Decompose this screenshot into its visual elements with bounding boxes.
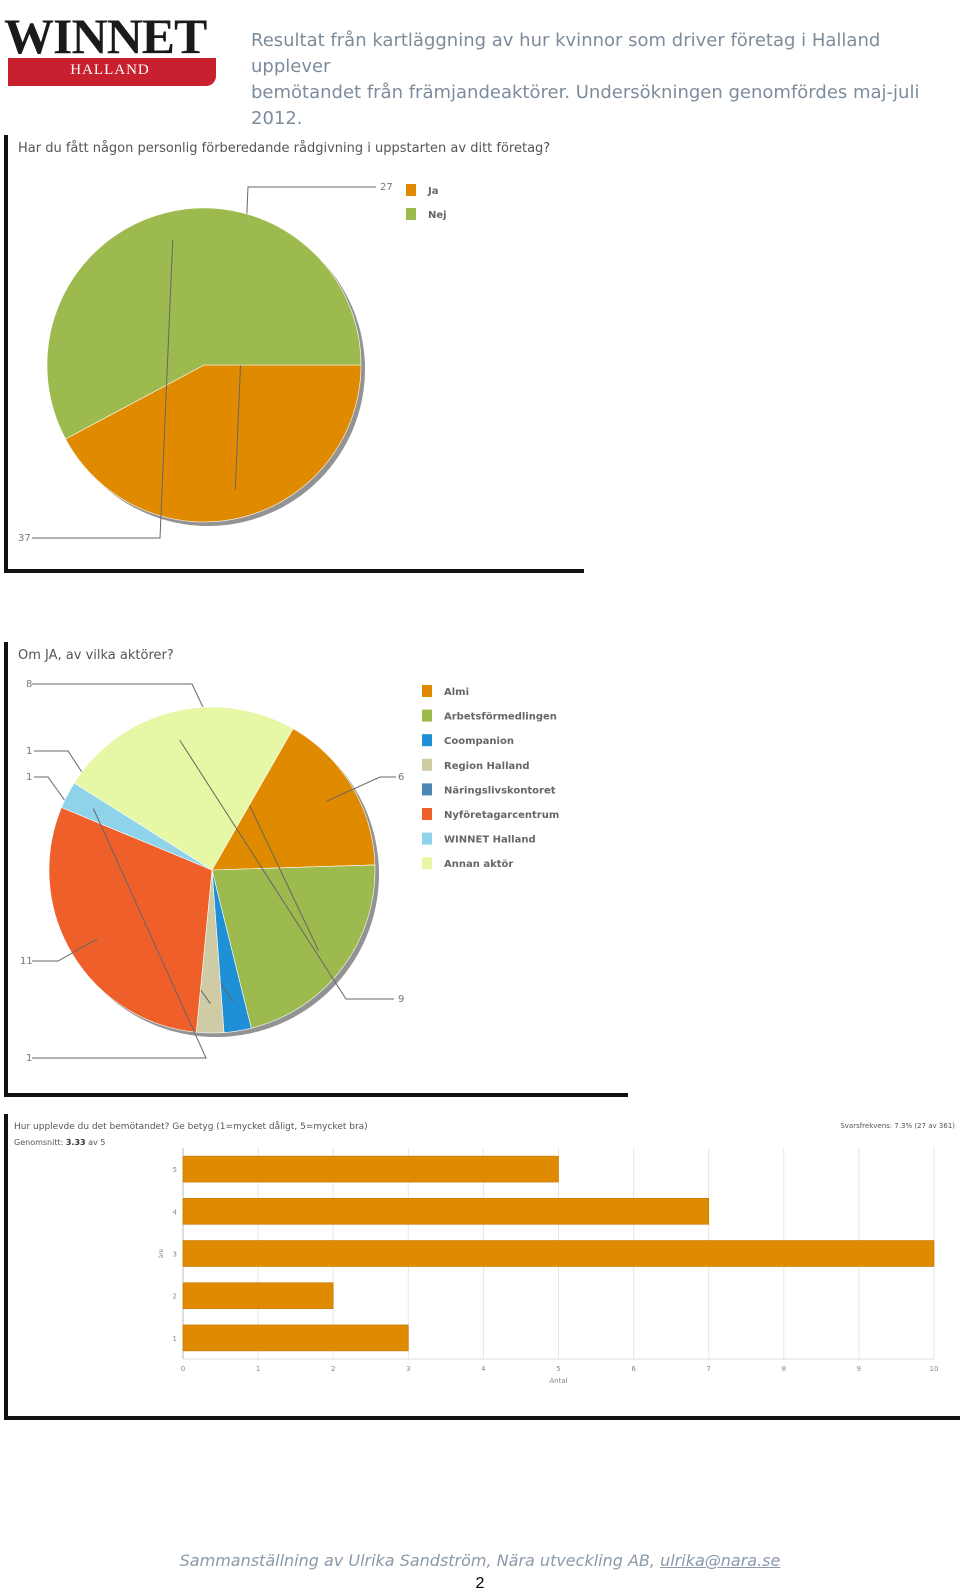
y-axis-label: äre xyxy=(158,1248,165,1258)
data-label-ja: 27 xyxy=(380,182,393,193)
y-tick-label: 3 xyxy=(173,1251,177,1259)
header-line-2: bemötandet från främjandeaktörer. Unders… xyxy=(251,82,920,129)
data-label-annan-aktor: 9 xyxy=(398,994,404,1005)
legend-swatch-nej xyxy=(406,208,416,220)
data-label-region-halland: 1 xyxy=(26,772,32,783)
x-tick-label: 6 xyxy=(631,1365,636,1373)
x-tick-label: 3 xyxy=(406,1365,410,1373)
bar-rating-5 xyxy=(182,1155,559,1183)
pie-slice-nej xyxy=(46,207,362,440)
pie-slice-almi xyxy=(211,728,376,871)
leader-line-nyforetagarcentrum xyxy=(32,938,98,962)
page-number: 2 xyxy=(475,1575,485,1592)
legend-label-nyforetagarcentrum: Nyföretagarcentrum xyxy=(444,810,559,821)
legend-swatch-naringslivskontoret xyxy=(422,783,432,796)
bar-rating-1 xyxy=(182,1324,409,1352)
y-tick-label: 1 xyxy=(173,1335,177,1343)
logo-red-banner xyxy=(8,58,216,86)
bar-chart-svg: 0 1 2 3 4 5 6 7 8 9 10 5 4 3 2 1 Antal äre xyxy=(158,1148,939,1385)
response-rate: Svarsfrekvens: 7.3% (27 av 361) xyxy=(840,1122,955,1130)
leader-line-winnet-halland xyxy=(32,808,207,1059)
footer-text: Sammanställning av Ulrika Sandström, När… xyxy=(179,1551,661,1570)
leader-line-nej xyxy=(32,240,174,539)
average-suffix: av 5 xyxy=(88,1138,106,1147)
x-tick-label: 8 xyxy=(782,1365,786,1373)
legend-label-almi: Almi xyxy=(444,687,469,698)
data-label-nyforetagarcentrum: 11 xyxy=(20,956,33,967)
y-tick-label: 4 xyxy=(173,1208,178,1216)
leader-line-almi xyxy=(326,776,396,802)
legend-swatch-coompanion xyxy=(422,734,432,747)
chart-title: Hur upplevde du det bemötandet? Ge betyg… xyxy=(14,1122,368,1132)
chart-title: Har du fått någon personlig förberedande… xyxy=(18,141,551,156)
x-tick-label: 9 xyxy=(857,1365,861,1373)
data-label-nej: 37 xyxy=(18,533,31,544)
data-label-arbetsformedlingen: 8 xyxy=(26,679,32,690)
chart-average: Genomsnitt: 3.33 av 5 xyxy=(14,1138,105,1147)
chart-advice-pie: Har du fått någon personlig förberedande… xyxy=(4,135,584,573)
legend-label-naringslivskontoret: Näringslivskontoret xyxy=(444,785,556,796)
legend-swatch-annan-aktor xyxy=(422,857,432,870)
y-tick-label: 5 xyxy=(173,1166,177,1174)
chart-actors-pie: Om JA, av vilka aktörer? 6 8 1 1 11 1 9 Almi Arb… xyxy=(4,642,628,1097)
pie-slice-arbetsformedlingen xyxy=(211,864,376,1029)
legend-swatch-ja xyxy=(406,184,416,196)
x-axis-label: Antal xyxy=(549,1377,567,1385)
data-label-coompanion: 1 xyxy=(26,746,32,757)
bar-rating-4 xyxy=(182,1198,710,1225)
legend-swatch-winnet-halland xyxy=(422,832,432,845)
legend-swatch-arbetsformedlingen xyxy=(422,709,432,722)
page-header: Resultat från kartläggning av hur kvinno… xyxy=(251,28,956,132)
chart-title: Om JA, av vilka aktörer? xyxy=(18,648,174,663)
legend-label-arbetsformedlingen: Arbetsförmedlingen xyxy=(444,712,557,723)
legend-label-nej: Nej xyxy=(428,210,447,221)
legend-label-annan-aktor: Annan aktör xyxy=(444,859,513,870)
pie-chart-svg: 68111119AlmiArbetsförmedlingenCoompanion… xyxy=(20,679,559,1064)
average-value: 3.33 xyxy=(65,1138,86,1147)
logo-subtitle: HALLAND xyxy=(70,62,150,78)
x-tick-label: 2 xyxy=(331,1365,335,1373)
data-label-winnet-halland: 1 xyxy=(26,1053,32,1064)
bar-rating-3 xyxy=(182,1240,935,1267)
pie-slice-nyforetagarcentrum xyxy=(48,807,213,1033)
chart-rating-bar: Hur upplevde du det bemötandet? Ge betyg… xyxy=(4,1114,960,1420)
y-tick-label: 2 xyxy=(173,1293,177,1301)
pie-chart-svg: 27 37 Ja Nej xyxy=(18,182,447,544)
x-tick-label: 1 xyxy=(256,1365,260,1373)
bar-rating-2 xyxy=(182,1282,334,1309)
leader-line-annan-aktor xyxy=(179,740,394,1000)
header-line-1: Resultat från kartläggning av hur kvinno… xyxy=(251,30,881,77)
legend-swatch-region-halland xyxy=(422,758,432,771)
legend-label-coompanion: Coompanion xyxy=(444,736,514,747)
footer-email-link[interactable]: ulrika@nara.se xyxy=(660,1551,781,1570)
x-tick-label: 7 xyxy=(706,1365,710,1373)
legend-swatch-almi xyxy=(422,685,432,697)
pie-slice-ja xyxy=(65,364,362,523)
pie-slice-annan-aktor xyxy=(73,706,294,871)
logo-wordmark: WINNET xyxy=(4,8,207,64)
legend-label-winnet-halland: WINNET Halland xyxy=(444,835,536,846)
x-tick-label: 0 xyxy=(181,1365,185,1373)
x-tick-label: 4 xyxy=(481,1365,486,1373)
leader-line-arbetsformedlingen xyxy=(32,683,320,951)
legend-label-region-halland: Region Halland xyxy=(444,761,530,772)
leader-line-ja xyxy=(234,186,376,490)
x-tick-label: 10 xyxy=(930,1365,939,1373)
x-tick-label: 5 xyxy=(556,1365,560,1373)
data-label-almi: 6 xyxy=(398,772,404,783)
average-label: Genomsnitt: xyxy=(14,1138,64,1147)
winnet-halland-logo: WINNET HALLAND xyxy=(4,8,216,88)
page-footer: Sammanställning av Ulrika Sandström, När… xyxy=(0,1551,960,1570)
legend-label-ja: Ja xyxy=(427,186,438,197)
legend-swatch-nyforetagarcentrum xyxy=(422,808,432,820)
